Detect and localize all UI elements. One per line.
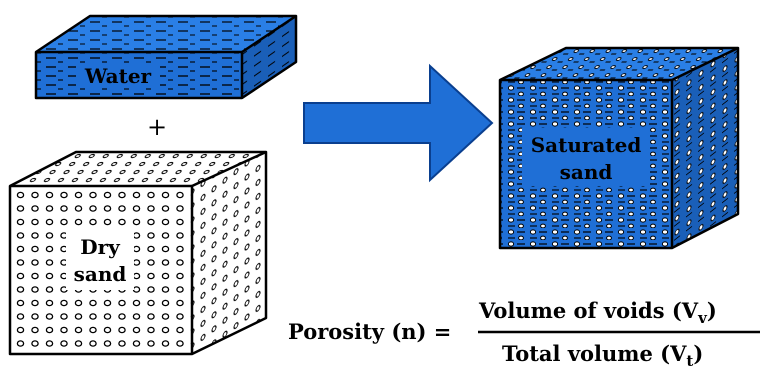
water-slab: Water [34,14,298,100]
dry-sand-label-line1: Dry [80,235,121,259]
saturated-sand-label-line1: Saturated [531,133,642,157]
dry-sand-cube: Dry sand [8,150,268,356]
transform-arrow [303,63,494,183]
dry-sand-label-line2: sand [74,262,127,286]
formula-numerator: Volume of voids (Vv) [478,298,717,327]
formula-lhs: Porosity (n) = [288,319,451,344]
formula-denominator: Total volume (Vt) [502,341,703,369]
saturated-sand-cube: Saturated sand [498,46,740,250]
water-label: Water [84,64,152,88]
saturated-sand-label-line2: sand [560,160,613,184]
porosity-formula: Porosity (n) = Volume of voids (Vv) Tota… [288,298,760,369]
plus-sign: + [147,113,167,141]
